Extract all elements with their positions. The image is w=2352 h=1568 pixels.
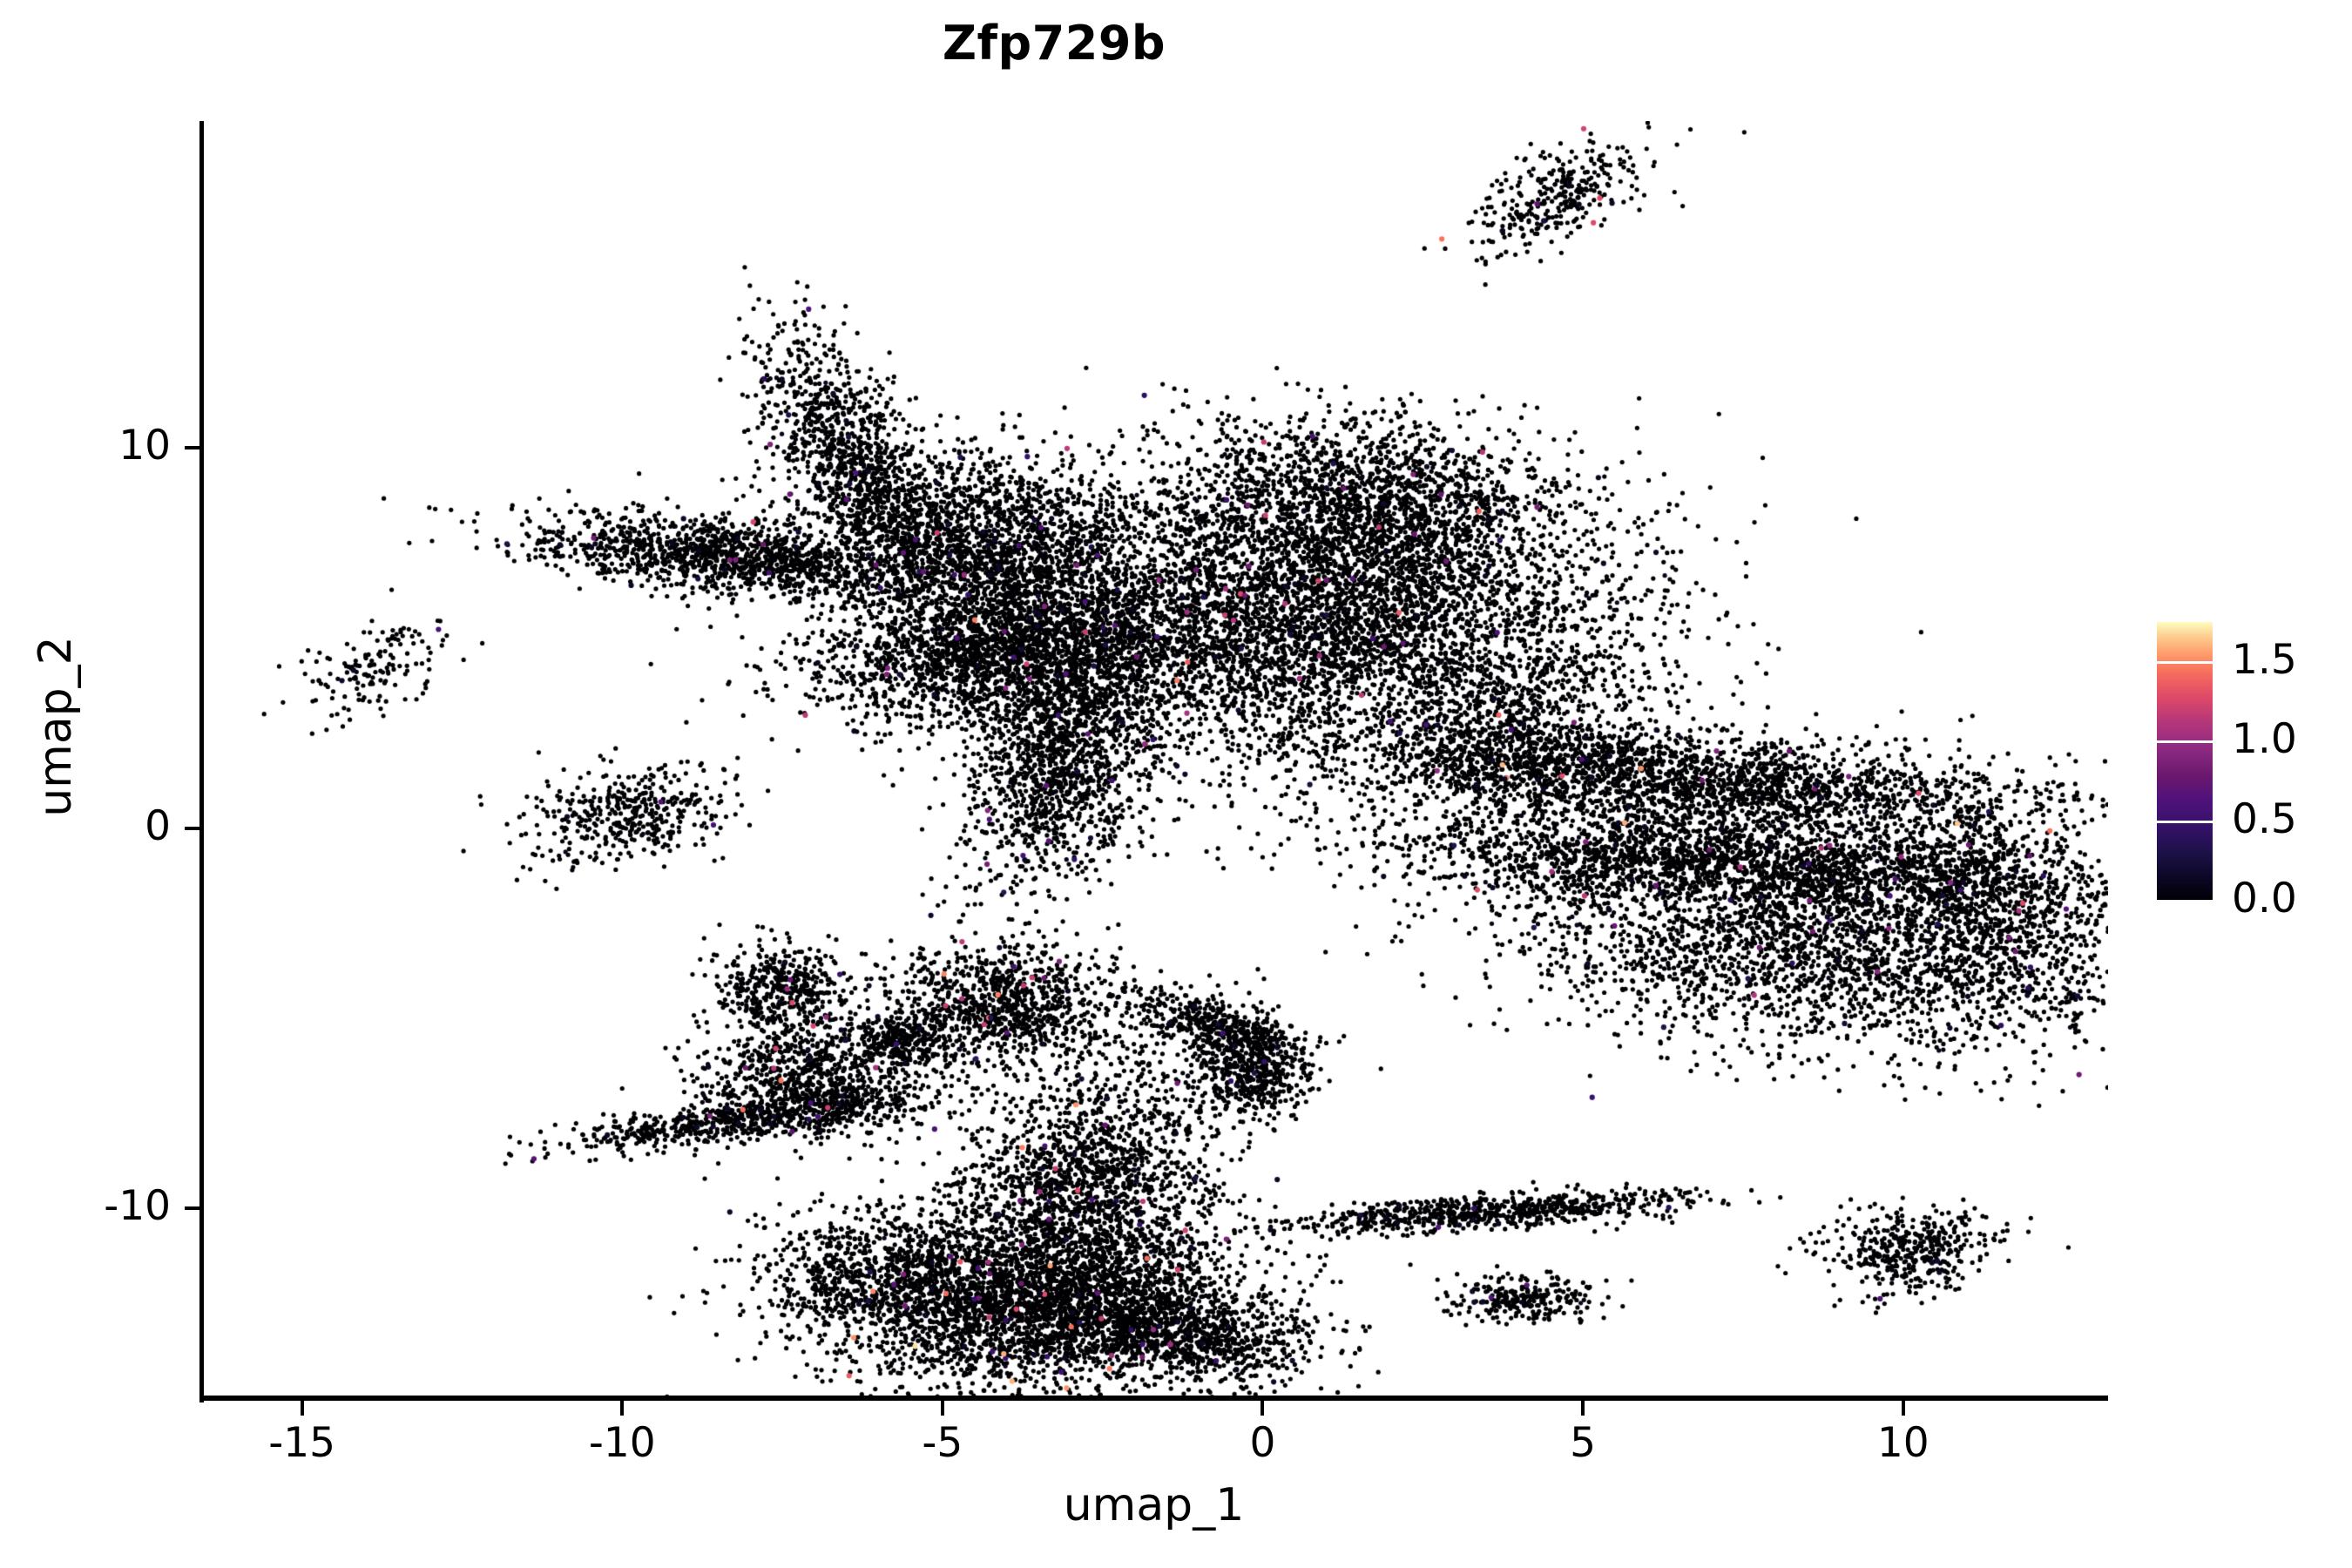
- y-tick-label: -10: [104, 1181, 171, 1230]
- y-tick-mark: [185, 446, 199, 450]
- x-tick-mark: [1901, 1401, 1905, 1416]
- x-tick-label: 10: [1876, 1419, 1930, 1467]
- colorbar-tick-mark: [2157, 740, 2213, 744]
- x-tick-label: -15: [268, 1419, 335, 1467]
- page-title: Zfp729b: [942, 16, 1166, 71]
- y-tick-label: 0: [145, 801, 171, 850]
- colorbar-tick-label: 0.5: [2232, 794, 2297, 843]
- y-tick-mark: [185, 826, 199, 830]
- x-axis-label: umap_1: [1063, 1479, 1245, 1531]
- umap-scatter-canvas: [199, 121, 2108, 1398]
- y-axis-spine: [199, 121, 204, 1402]
- x-tick-mark: [300, 1401, 304, 1416]
- x-tick-label: 0: [1249, 1419, 1276, 1467]
- colorbar: [2157, 622, 2213, 902]
- x-axis-spine: [199, 1396, 2108, 1401]
- x-tick-label: -10: [588, 1419, 656, 1467]
- x-tick-mark: [1581, 1401, 1585, 1416]
- colorbar-tick-mark: [2157, 660, 2213, 664]
- plot-area: [199, 121, 2108, 1398]
- x-tick-mark: [1260, 1401, 1265, 1416]
- x-tick-label: 5: [1570, 1419, 1597, 1467]
- y-axis-label: umap_2: [30, 636, 82, 817]
- x-tick-label: -5: [922, 1419, 963, 1467]
- x-tick-mark: [620, 1401, 625, 1416]
- y-tick-mark: [185, 1206, 199, 1210]
- x-tick-mark: [940, 1401, 944, 1416]
- colorbar-gradient: [2157, 622, 2213, 901]
- y-tick-label: 10: [118, 422, 171, 470]
- colorbar-tick-label: 1.5: [2232, 635, 2297, 684]
- colorbar-tick-label: 0.0: [2232, 875, 2297, 923]
- colorbar-tick-mark: [2157, 900, 2213, 902]
- colorbar-tick-label: 1.0: [2232, 715, 2297, 764]
- colorbar-tick-mark: [2157, 820, 2213, 823]
